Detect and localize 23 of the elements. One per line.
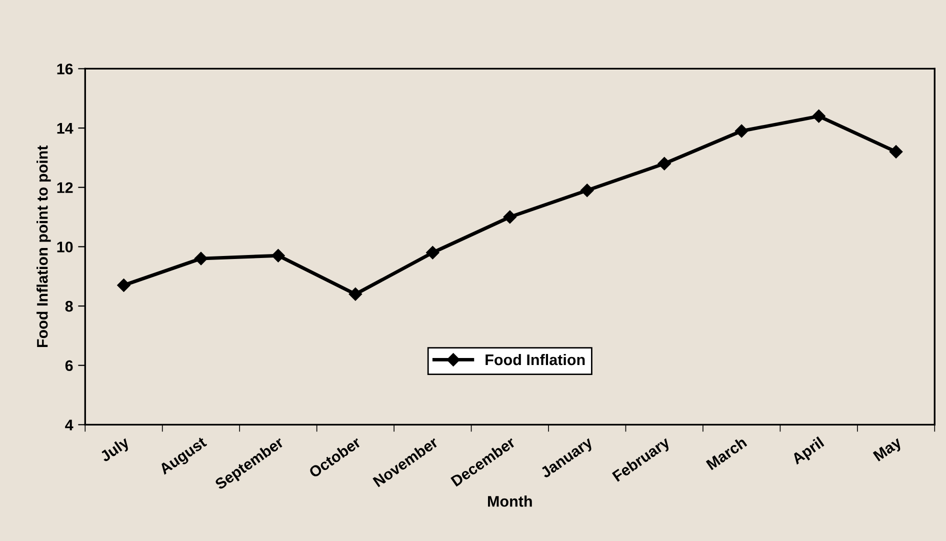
- y-axis-title: Food Inflation point to point: [36, 145, 51, 348]
- point: [426, 246, 440, 260]
- point: [812, 110, 826, 123]
- point: [348, 288, 362, 301]
- point: [889, 145, 903, 158]
- x-tick-label: May: [872, 436, 904, 464]
- x-tick-label: July: [98, 436, 132, 465]
- y-tick-label: 4: [65, 420, 74, 430]
- y-tick-label: 10: [57, 242, 73, 252]
- point: [658, 157, 671, 170]
- y-tick-label: 16: [57, 64, 73, 74]
- point: [117, 278, 130, 292]
- legend-label: Food Inflation: [486, 354, 585, 366]
- point: [580, 184, 594, 197]
- x-axis-title: Month: [488, 496, 532, 507]
- y-tick-label: 14: [57, 123, 74, 134]
- y-tick-label: 8: [65, 300, 73, 312]
- point: [272, 249, 285, 262]
- y-tick-label: 12: [57, 182, 73, 193]
- point: [734, 124, 748, 138]
- point: [194, 252, 208, 266]
- point: [503, 210, 516, 224]
- y-tick-label: 6: [65, 360, 73, 372]
